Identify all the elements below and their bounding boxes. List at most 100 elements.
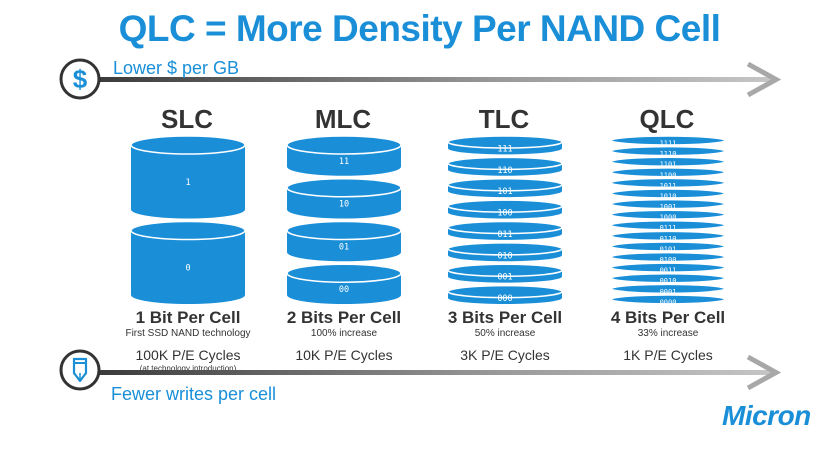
cell-state-label: 00 <box>339 285 349 295</box>
cell-state-label: 0100 <box>660 256 677 264</box>
cell-state-disk: 000 <box>447 284 563 304</box>
caption-subtitle: 100% increase <box>310 328 378 339</box>
disk-top <box>610 177 726 189</box>
cell-state-disk: 1 <box>130 135 246 219</box>
disk-body <box>131 230 245 304</box>
cell-state-disk: 0000 <box>610 294 726 306</box>
cell-state-label: 01 <box>339 242 349 252</box>
disk-top <box>610 198 726 210</box>
disk-top <box>447 284 563 299</box>
cell-state-disk: 100 <box>447 199 563 219</box>
cell-state-label: 101 <box>497 187 512 197</box>
caption-qlc: 4 Bits Per Cell 33% increase <box>583 308 753 340</box>
pe-cycles-tlc: 3K P/E Cycles <box>420 347 590 364</box>
cell-state-disk: 1011 <box>610 177 726 190</box>
caption-subtitle: 33% increase <box>637 328 699 339</box>
cell-state-label: 1101 <box>660 161 677 169</box>
pe-cycles-slc: 100K P/E Cycles (at technology introduct… <box>103 347 273 374</box>
bits-per-cell-label: 4 Bits Per Cell <box>610 308 726 327</box>
cell-state-label: 0111 <box>660 224 677 232</box>
pe-cycles-value: 10K P/E Cycles <box>295 347 393 363</box>
caption-slc: 1 Bit Per Cell First SSD NAND technology <box>103 308 273 340</box>
cell-state-label: 011 <box>497 230 512 240</box>
cell-state-label: 0000 <box>660 298 677 306</box>
disk-top <box>286 177 402 198</box>
disk-top <box>610 188 726 199</box>
cell-state-disk: 1010 <box>610 188 726 200</box>
cell-state-label: 111 <box>497 144 512 154</box>
disk-top <box>130 220 246 241</box>
disk-top <box>610 251 726 263</box>
caption-subtitle: First SSD NAND technology <box>125 328 251 339</box>
cell-state-disk: 0100 <box>610 251 726 264</box>
column-title-slc: SLC <box>161 104 213 134</box>
cell-state-disk: 011 <box>447 220 563 240</box>
cell-state-label: 11 <box>339 157 349 167</box>
cell-state-label: 1111 <box>660 139 677 147</box>
bottom-axis-label: Fewer writes per cell <box>111 384 277 404</box>
cell-state-disk: 1100 <box>610 166 726 179</box>
cell-state-disk: 1110 <box>610 145 726 158</box>
disk-top <box>610 262 726 273</box>
cell-state-disk: 10 <box>286 177 402 219</box>
cell-state-label: 1 <box>185 178 190 188</box>
top-axis: $ <box>59 58 782 100</box>
cell-state-label: 0010 <box>660 277 677 285</box>
cell-state-disk: 0001 <box>610 283 726 296</box>
cell-state-disk: 0011 <box>610 262 726 275</box>
top-axis-label: Lower $ per GB <box>113 58 240 78</box>
cell-state-disk: 110 <box>447 156 563 176</box>
page-title: QLC = More Density Per NAND Cell <box>118 8 721 49</box>
disk-top <box>286 135 402 155</box>
disk-top <box>286 220 402 241</box>
cell-state-label: 0110 <box>660 235 677 243</box>
svg-text:$: $ <box>73 64 88 94</box>
cell-state-label: 1100 <box>660 171 677 179</box>
cell-state-disk: 001 <box>447 263 563 283</box>
disk-top <box>610 156 726 167</box>
cell-state-label: 0001 <box>660 288 677 296</box>
cell-state-disk: 1001 <box>610 198 726 211</box>
column-title-mlc: MLC <box>314 104 372 134</box>
cell-state-label: 10 <box>339 200 349 210</box>
disk-top <box>447 263 563 278</box>
disk-top <box>610 209 726 220</box>
cell-state-disk: 0010 <box>610 272 726 285</box>
cell-state-label: 1010 <box>660 192 677 200</box>
disk-top <box>610 145 726 157</box>
cell-state-disk: 1101 <box>610 156 726 169</box>
cell-state-disk: 101 <box>447 177 563 197</box>
dollar-icon: $ <box>59 58 101 100</box>
pe-cycles-value: 100K P/E Cycles <box>135 347 241 363</box>
cell-state-label: 110 <box>497 166 512 176</box>
cell-state-label: 1001 <box>660 203 677 211</box>
cell-state-label: 100 <box>497 209 512 219</box>
column-title-qlc: QLC <box>639 104 695 134</box>
cell-state-label: 1110 <box>660 150 677 158</box>
cell-state-disk: 01 <box>286 220 402 262</box>
pencil-icon <box>59 349 101 391</box>
cell-state-label: 001 <box>497 273 512 283</box>
cell-state-label: 1000 <box>660 214 677 222</box>
disk-top <box>610 241 726 252</box>
qlc-cell-stack: 0000 0001 0010 0011 0100 0101 0110 0111 1000 1001… <box>610 135 726 306</box>
mlc-cell-stack: 00 01 10 11 <box>286 135 402 304</box>
cell-state-disk: 00 <box>286 263 402 304</box>
micron-logo: Micron <box>722 400 811 431</box>
disk-top <box>447 135 563 149</box>
disk-top <box>286 263 402 284</box>
cell-state-disk: 11 <box>286 135 402 176</box>
disk-top <box>610 283 726 295</box>
bits-per-cell-label: 3 Bits Per Cell <box>447 308 563 327</box>
disk-top <box>610 135 726 146</box>
disk-top <box>610 166 726 178</box>
pe-cycles-qlc: 1K P/E Cycles <box>583 347 753 364</box>
caption-tlc: 3 Bits Per Cell 50% increase <box>420 308 590 340</box>
disk-top <box>447 242 563 256</box>
cell-state-disk: 0 <box>130 220 246 304</box>
disk-top <box>447 199 563 213</box>
pe-cycles-mlc: 10K P/E Cycles <box>259 347 429 364</box>
cell-state-disk: 111 <box>447 135 563 154</box>
pe-cycles-value: 1K P/E Cycles <box>623 347 713 363</box>
disk-top <box>610 272 726 284</box>
